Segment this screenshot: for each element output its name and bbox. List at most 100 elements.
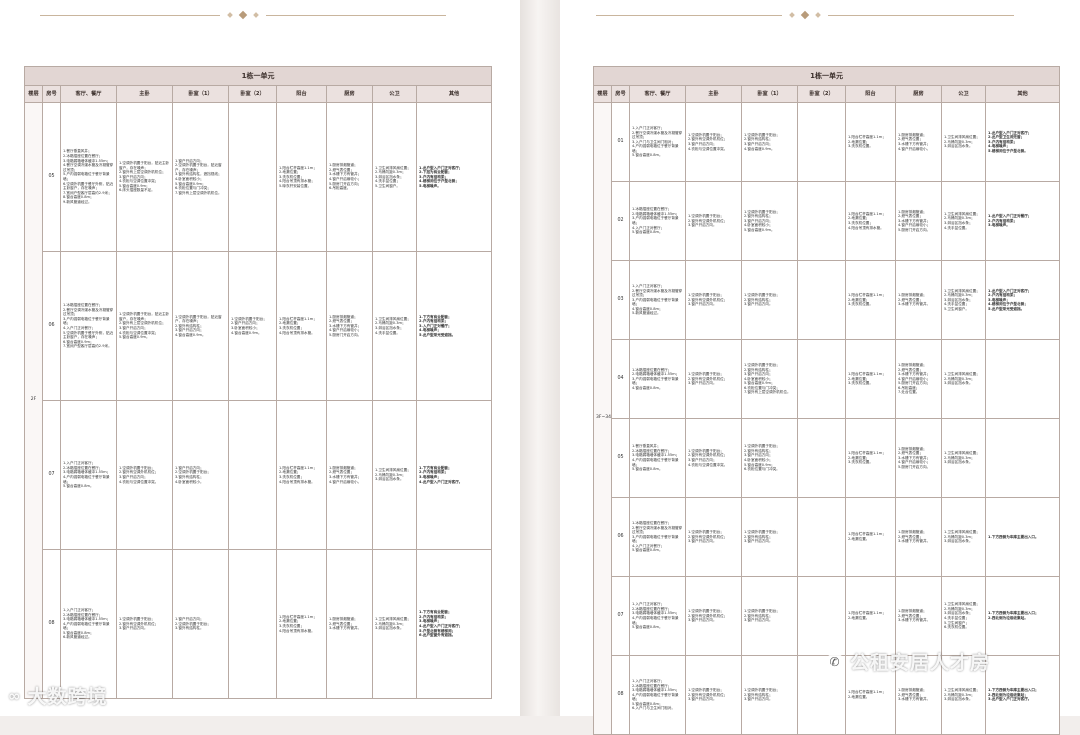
balcony-cell: 1.阳台栏杆高度1.1m； 2.地漏位置； 3.洗衣机位置。 [845, 339, 896, 419]
bedroom-1-cell: 1.窗户开启方向； 2.空调外机置于阳台，贴近窗户，存在噪声； 3.窗外有结构柱… [172, 102, 229, 252]
infinity-logo-icon: ∞ [8, 686, 22, 705]
kitchen-cell: 1.厨房排烟管道； 2.燃气表位置； 3.水槽下方有管井； 4.窗户开启扇较小；… [895, 181, 942, 261]
bedroom-2-cell [797, 181, 846, 261]
bedroom-1-cell: 1.空调外机置于阳台； 2.窗外有结构柱； 3.窗户开启方向； 4.卧室面积较小… [741, 181, 798, 261]
table-row: 07 1.入户门正对客厅； 2.冰箱插座位置在餐厅； 3.电箱弱箱墙体缓冲1.55… [594, 576, 1061, 656]
column-header: 主卧 [685, 85, 742, 103]
bedroom-2-cell [797, 576, 846, 656]
other-notes-cell: 1.下方西侧为车库主要出入口。 [984, 497, 1061, 577]
bedroom-1-cell: 1.空调外机置于阳台； 2.窗外有结构柱； 3.窗户开启方向； 4.卧室面积较小… [741, 418, 798, 498]
balcony-cell: 1.阳台栏杆高度1.1m； 2.地漏位置； 3.洗衣机位置； 4.阳台吊顶有排水… [845, 181, 896, 261]
bathroom-cell: 1.卫生间排风扇位置； 2.马桶坑距0.3m； 3.淋浴区挡水条； 4.洗手盆位… [372, 251, 417, 401]
living-dining-cell: 1.入户门正对客厅； 2.冰箱插座位置在餐厅； 3.电箱弱箱墙体缓冲1.55m；… [629, 655, 686, 735]
room-number-cell: 03 [611, 260, 630, 340]
right-page: 1栋一单元 楼层 房号 客厅、餐厅 主卧 卧室（1） 卧室（2） 阳台 厨房 公卫 其他 3F~3… [560, 0, 1080, 735]
column-header: 卧室（1） [172, 85, 229, 103]
room-number-cell: 04 [611, 339, 630, 419]
kitchen-cell: 1.厨房排烟管道； 2.燃气表位置； 3.水槽下方有管井。 [895, 576, 942, 656]
room-number-cell: 07 [42, 400, 61, 550]
left-defect-table: 1栋一单元 楼层 房号 客厅、餐厅 主卧 卧室（1） 卧室（2） 阳台 厨房 公卫 其他 2F 05… [23, 66, 493, 699]
balcony-cell: 1.阳台栏杆高度1.1m； 2.地漏位置； 3.洗衣机位置； 4.阳台吊顶有排水… [276, 251, 327, 401]
column-header: 公卫 [941, 85, 986, 103]
kitchen-cell: 1.厨房排烟管道； 2.燃气表位置； 3.水槽下方有管井； 4.窗户开启扇较小。 [326, 400, 373, 550]
bathroom-cell: 1.卫生间排风扇位置； 2.马桶坑距0.3m； 3.淋浴区挡水条。 [372, 549, 417, 699]
kitchen-cell: 1.厨房排烟管道； 2.燃气表位置； 3.水槽下方有管井； 4.窗户开启扇较小；… [895, 418, 942, 498]
table-row: 02 1.冰箱插座位置在餐厅； 2.电箱弱箱墙体缓冲1.55m； 3.户内强弱电箱… [594, 181, 1061, 261]
column-header: 公卫 [372, 85, 417, 103]
kitchen-cell: 1.厨房排烟管道； 2.燃气表位置； 3.水槽下方有管井； 4.窗户开启扇较小。 [895, 102, 942, 182]
bathroom-cell: 1.卫生间排风扇位置； 2.马桶坑距0.3m； 3.淋浴区挡水条。 [941, 497, 986, 577]
living-dining-cell: 1.入户门正对客厅； 2.冰箱插座位置在餐厅； 3.电箱弱箱墙体缓冲1.55m；… [60, 400, 117, 550]
bathroom-cell: 1.卫生间排风扇位置； 2.马桶坑距0.3m； 3.淋浴区挡水条； 4.洗手盆位… [941, 181, 986, 261]
bedroom-2-cell [228, 102, 277, 252]
master-bedroom-cell: 1.空调外机置于阳台； 2.窗外有空调外机机位； 3.窗户开启方向。 [685, 576, 742, 656]
bathroom-cell: 1.卫生间排风扇位置； 2.马桶坑距0.3m； 3.淋浴区挡水条。 [941, 418, 986, 498]
bedroom-2-cell [797, 497, 846, 577]
other-notes-cell: 1.此户型入户门正对餐厅； 2.户内有结构梁； 3.电梯噪声。 [984, 181, 1061, 261]
bathroom-cell: 1.卫生间排风扇位置； 2.马桶坑距0.3m； 3.淋浴区挡水条。 [941, 339, 986, 419]
master-bedroom-cell: 1.空调外机置于阳台； 2.窗外有空调外机机位； 3.窗户开启方向。 [116, 549, 173, 699]
ornament-diamond-icon [238, 10, 248, 20]
balcony-cell: 1.阳台栏杆高度1.1m； 2.地漏位置； 3.洗衣机位置。 [845, 102, 896, 182]
living-dining-cell: 1.入户门正对客厅； 2.冰箱插座位置在餐厅； 3.电箱弱箱墙体缓冲1.55m；… [629, 576, 686, 656]
table-row: 05 1.餐厅垂直风井； 2.冰箱插座位置在餐厅； 3.电箱弱箱墙体缓冲1.55m… [594, 418, 1061, 498]
column-header: 阳台 [276, 85, 327, 103]
wechat-logo-icon: ✆ [826, 652, 844, 671]
room-number-cell: 08 [42, 549, 61, 699]
page-gutter [520, 0, 560, 716]
bedroom-2-cell [228, 549, 277, 699]
table-row: 07 1.入户门正对客厅； 2.冰箱插座位置在餐厅； 3.电箱弱箱墙体缓冲1.55… [25, 400, 493, 550]
living-dining-cell: 1.入户门正对客厅； 2.餐厅空调冷媒水管及冷凝管穿过吊顶； 3.户内强弱电箱位… [629, 260, 686, 340]
bedroom-1-cell: 1.空调外机置于阳台； 2.窗外有结构柱； 3.窗户开启方向； 4.窗台高度0.… [741, 102, 798, 182]
master-bedroom-cell: 1.空调外机置于阳台，贴近主卧窗户，存在噪声； 2.窗外有上层空调外机机位； 3… [116, 251, 173, 401]
kitchen-cell: 1.厨房排烟管道； 2.燃气表位置； 3.水槽下方有管井； 4.窗户开启扇较小；… [895, 339, 942, 419]
ornament-diamond-icon [800, 10, 810, 20]
kitchen-cell: 1.厨房排烟管道； 2.燃气表位置； 3.水槽下方有管井。 [895, 260, 942, 340]
column-header: 客厅、餐厅 [629, 85, 686, 103]
living-dining-cell: 1.冰箱插座位置在餐厅； 2.电箱弱箱墙体缓冲1.55m； 3.户内强弱电箱位于… [629, 181, 686, 261]
column-header: 厨房 [895, 85, 942, 103]
bathroom-cell: 1.卫生间排风扇位置； 2.马桶坑距0.3m； 3.淋浴区挡水条； 4.洗手盆位… [941, 576, 986, 656]
living-dining-cell: 1.冰箱插座位置在餐厅； 2.电箱弱箱墙体缓冲1.55m； 3.户内强弱电箱位于… [629, 339, 686, 419]
ornament-diamond-icon [789, 12, 795, 18]
room-number-cell: 05 [42, 102, 61, 252]
column-header: 阳台 [845, 85, 896, 103]
table-row: 3F~34F011.入户门正对客厅； 2.餐厅空调冷媒水管及冷凝管穿过吊顶； 3… [593, 102, 1061, 735]
table-row: 08 1.入户门正对客厅； 2.冰箱插座位置在餐厅； 3.电箱弱箱墙体缓冲1.55… [25, 549, 493, 699]
balcony-cell: 1.阳台栏杆高度1.1m； 2.地漏位置。 [845, 497, 896, 577]
column-header: 厨房 [326, 85, 373, 103]
column-header: 卧室（1） [741, 85, 798, 103]
column-header: 卧室（2） [228, 85, 277, 103]
other-notes-cell: 1.下方西侧为车库主要出入口； 2.西北侧为垃圾收集站； 3.此户型入户门正对客… [984, 655, 1061, 735]
column-header: 房号 [42, 85, 61, 103]
master-bedroom-cell: 1.空调外机置于阳台； 2.窗外有空调外机机位； 3.窗户开启方向。 [685, 339, 742, 419]
master-bedroom-cell: 1.空调外机置于阳台； 2.窗外有空调外机机位； 3.窗户开启方向。 [685, 260, 742, 340]
other-notes-cell: 1.此户型入户门正对客厅； 2.户内有结构梁； 3.电梯噪声； 4.楼梯间位于户… [984, 260, 1061, 340]
master-bedroom-cell: 1.空调外机置于阳台； 2.窗外有空调外机机位； 3.窗户开启方向； 4.衣柜与… [685, 102, 742, 182]
watermark-left: ∞ 大数跨境 [8, 682, 108, 709]
watermark-right-text: 公租安居人才房 [850, 652, 991, 674]
bedroom-2-cell [797, 339, 846, 419]
bedroom-1-cell: 1.窗户开启方向； 2.空调外机置于阳台； 3.窗外有结构柱。 [172, 549, 229, 699]
room-number-cell: 07 [611, 576, 630, 656]
other-notes-cell: 1.此户型入户门正对客厅； 2.下层为商业配套； 3.户内有结构梁； 4.楼梯间… [415, 102, 493, 252]
living-dining-cell: 1.餐厅垂直风井； 2.冰箱插座位置在餐厅； 3.电箱弱箱墙体缓冲1.55m； … [629, 418, 686, 498]
balcony-cell: 1.阳台栏杆高度1.1m； 2.地漏位置； 3.洗衣机位置。 [845, 260, 896, 340]
room-number-cell: 02 [611, 181, 630, 261]
bedroom-2-cell [797, 260, 846, 340]
column-header: 主卧 [116, 85, 173, 103]
bedroom-1-cell: 1.空调外机置于阳台，贴近窗户，存在噪声； 2.窗外有结构柱； 3.窗户开启方向… [172, 251, 229, 401]
bedroom-1-cell: 1.空调外机置于阳台； 2.窗外有结构柱； 3.窗户开启方向。 [741, 576, 798, 656]
bedroom-2-cell [797, 102, 846, 182]
bedroom-1-cell: 1.空调外机置于阳台； 2.窗外有结构柱； 3.窗户开启方向。 [741, 497, 798, 577]
ornament-line [596, 14, 782, 16]
ornament-diamond-icon [227, 12, 233, 18]
ornament-line [828, 14, 1014, 16]
room-number-cell: 06 [611, 497, 630, 577]
master-bedroom-cell: 1.空调外机置于阳台； 2.窗外有空调外机机位； 3.窗户开启方向。 [685, 655, 742, 735]
other-notes-cell: 1.下方有商业配套； 2.户内有结构梁； 3.电梯噪声； 4.此户型入户门正对客… [415, 400, 493, 550]
table-row: 2F 05 1.餐厅垂直风井； 2.冰箱插座位置在餐厅； 3.电箱弱箱墙体缓冲1.5… [24, 102, 493, 699]
room-number-cell: 05 [611, 418, 630, 498]
right-defect-table: 1栋一单元 楼层 房号 客厅、餐厅 主卧 卧室（1） 卧室（2） 阳台 厨房 公卫 其他 3F~3… [592, 66, 1061, 735]
other-notes-cell: 1.此户型入户门正对客厅； 2.此户型卫生间无窗； 3.户内有结构梁； 4.电梯… [984, 102, 1061, 182]
